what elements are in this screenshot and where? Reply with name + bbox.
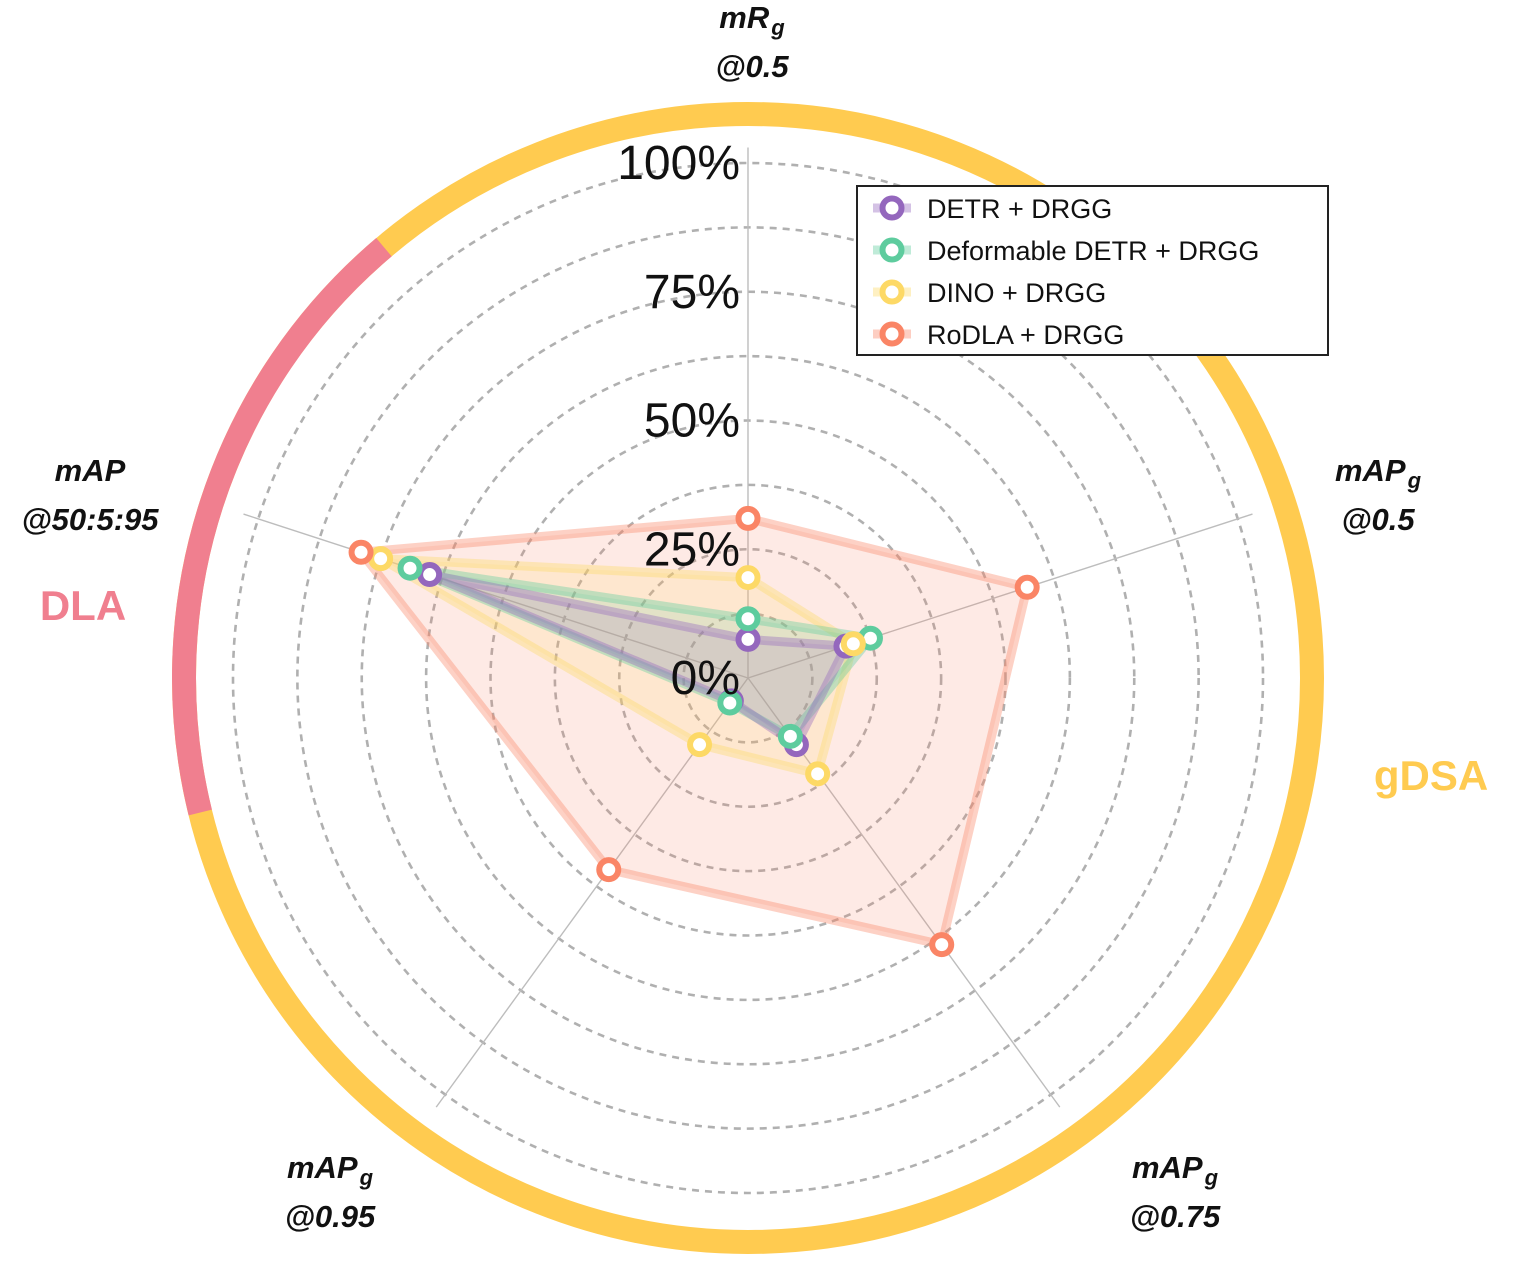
grid-circle-3	[553, 483, 943, 873]
group-label-gdsa: gDSA	[1374, 752, 1488, 799]
legend-swatch-marker-3	[879, 321, 905, 347]
legend-label-2: DINO + DRGG	[927, 278, 1106, 308]
series-2-point-2	[805, 761, 831, 787]
axis-label-4-value: @50:5:95	[21, 502, 159, 537]
axis-label-4-name: mAP	[55, 453, 126, 488]
grid-circle-8	[231, 161, 1265, 1195]
series-layer	[348, 505, 1040, 958]
series-3-point-1	[1014, 574, 1040, 600]
axis-label-0-subscript: g	[770, 15, 785, 40]
axis-label-3-name: mAPg	[287, 1150, 374, 1190]
axis-labels: mRg@0.5mAPg@0.5mAPg@0.75mAPg@0.95mAP@50:…	[21, 0, 1421, 1234]
legend-label-1: Deformable DETR + DRGG	[927, 236, 1259, 266]
series-line-3	[356, 513, 1032, 950]
series-2-point-0	[735, 565, 761, 591]
axis-label-0-value: @0.5	[715, 49, 789, 84]
series-area-2	[380, 558, 854, 774]
series-3-point-0	[735, 505, 761, 531]
axis-label-3-value: @0.95	[285, 1199, 376, 1234]
axis-label-2-name: mAPg	[1132, 1150, 1219, 1190]
series-1-point-3	[717, 690, 743, 716]
radial-tick-labels: 0% 25% 50% 75% 100%	[617, 137, 740, 705]
series-2-point-4	[368, 546, 394, 572]
series-3-point-2	[929, 932, 955, 958]
legend-label-3: RoDLA + DRGG	[927, 320, 1124, 350]
series-line-0	[425, 570, 851, 750]
series-area-1	[410, 568, 871, 737]
legend-box	[856, 185, 1329, 356]
series-1-point-0	[735, 606, 761, 632]
axis-label-0-name: mRg	[719, 0, 785, 40]
axis-label-4-main: mAP	[55, 453, 126, 488]
spoke-1	[747, 513, 1253, 679]
axis-label-1-main: mAP	[1335, 453, 1406, 488]
axis-label-2-subscript: g	[1204, 1165, 1219, 1190]
series-1-point-2	[777, 723, 803, 749]
legend-swatch-marker-0	[879, 195, 905, 221]
group-label-dla: DLA	[40, 582, 126, 629]
series-0-point-4	[417, 562, 443, 588]
legend-swatch-marker-1	[879, 237, 905, 263]
axis-label-1-subscript: g	[1407, 468, 1422, 493]
group-ring-dla	[172, 238, 392, 816]
axis-label-3-main: mAP	[287, 1150, 358, 1185]
series-3-point-3	[596, 857, 622, 883]
series-1-point-4	[397, 555, 423, 581]
series-0-point-0	[735, 626, 761, 652]
series-3-point-4	[348, 539, 374, 565]
axis-label-1-name: mAPg	[1335, 453, 1422, 493]
axis-label-3-subscript: g	[359, 1165, 374, 1190]
grid-circle-2	[617, 547, 879, 809]
series-line-2	[376, 554, 858, 779]
axis-label-2-main: mAP	[1132, 1150, 1203, 1185]
axis-label-1-value: @0.5	[1341, 502, 1415, 537]
grid-circle-6	[360, 290, 1136, 1066]
grid-circle-5	[424, 354, 1072, 1002]
group-ring	[172, 102, 1324, 1254]
axis-label-0-main: mR	[719, 0, 770, 35]
series-area-3	[361, 518, 1028, 945]
legend: DETR + DRGG Deformable DETR + DRGG DINO + …	[856, 185, 1329, 356]
axis-label-2-value: @0.75	[1130, 1199, 1221, 1234]
tick-label-0: 0%	[671, 652, 740, 705]
tick-label-2: 50%	[644, 395, 740, 448]
legend-swatch-marker-2	[879, 279, 905, 305]
series-2-point-1	[840, 631, 866, 657]
tick-label-4: 100%	[617, 137, 740, 190]
tick-label-3: 75%	[644, 266, 740, 319]
series-2-point-3	[687, 732, 713, 758]
spoke-4	[243, 513, 749, 679]
legend-label-0: DETR + DRGG	[927, 194, 1112, 224]
group-labels: DLA gDSA	[40, 582, 1488, 799]
tick-label-1: 25%	[644, 523, 740, 576]
